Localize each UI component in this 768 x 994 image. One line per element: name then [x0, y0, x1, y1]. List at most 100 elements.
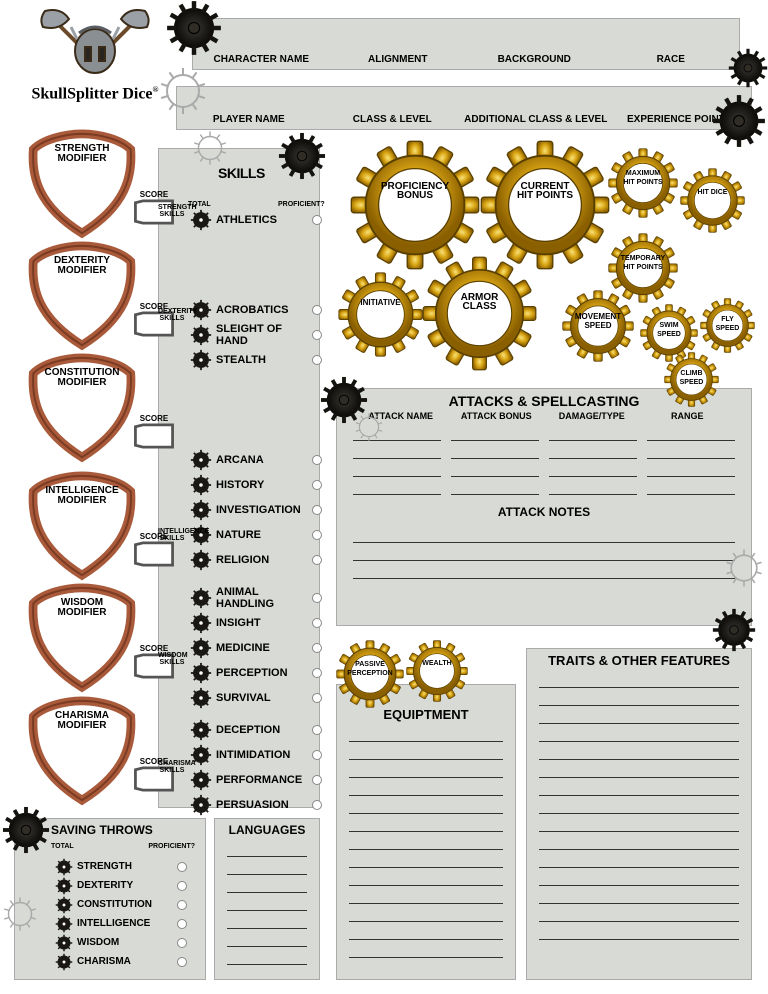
stat-gear: HIT DICE: [680, 168, 745, 233]
stat-gear-label: MOVEMENTSPEED: [562, 312, 634, 330]
saving-name: WISDOM: [77, 937, 167, 948]
proficient-checkbox[interactable]: [177, 862, 187, 872]
saving-row: DEXTERITY: [55, 876, 205, 895]
proficient-checkbox[interactable]: [312, 330, 322, 340]
write-line[interactable]: [227, 839, 307, 857]
proficient-checkbox[interactable]: [312, 530, 322, 540]
stat-gear-label: ARMORCLASS: [422, 293, 537, 311]
skill-row: STEALTH: [190, 350, 322, 370]
proficient-checkbox[interactable]: [312, 593, 322, 603]
write-line[interactable]: [227, 893, 307, 911]
stat-gear: ARMORCLASS: [422, 256, 537, 371]
score-box-icon: [132, 423, 176, 449]
write-line[interactable]: [227, 857, 307, 875]
gear-small-icon: [55, 953, 73, 971]
write-line[interactable]: [539, 688, 739, 706]
write-line[interactable]: [349, 868, 503, 886]
stat-gear-label: HIT DICE: [680, 188, 745, 197]
write-line[interactable]: [349, 904, 503, 922]
proficient-checkbox[interactable]: [177, 900, 187, 910]
proficient-checkbox[interactable]: [312, 800, 322, 810]
write-line[interactable]: [539, 832, 739, 850]
write-line[interactable]: [227, 911, 307, 929]
axe-helmet-icon: [35, 5, 155, 80]
equipment-panel: EQUIPTMENT: [336, 684, 516, 980]
attack-col-header: DAMAGE/TYPE: [544, 411, 640, 421]
ability-shield: CHARISMAMODIFIER SCORE: [22, 695, 142, 805]
skill-name: PERSUASION: [216, 799, 312, 811]
proficient-checkbox[interactable]: [312, 505, 322, 515]
write-line[interactable]: [227, 875, 307, 893]
write-line[interactable]: [349, 778, 503, 796]
proficient-checkbox[interactable]: [312, 355, 322, 365]
gear-deco-icon: [728, 48, 768, 88]
write-line[interactable]: [349, 886, 503, 904]
write-line[interactable]: [539, 814, 739, 832]
write-line[interactable]: [539, 922, 739, 940]
header-field-label: BACKGROUND: [466, 54, 603, 65]
proficient-checkbox[interactable]: [312, 215, 322, 225]
attack-notes-title: ATTACK NOTES: [337, 505, 751, 519]
proficient-checkbox[interactable]: [312, 643, 322, 653]
write-line[interactable]: [539, 670, 739, 688]
proficient-checkbox[interactable]: [312, 555, 322, 565]
score-tag: SCORE: [132, 414, 176, 449]
saving-row: WISDOM: [55, 933, 205, 952]
ability-shield: CONSTITUTIONMODIFIER SCORE: [22, 352, 142, 462]
proficient-checkbox[interactable]: [312, 305, 322, 315]
write-line[interactable]: [539, 886, 739, 904]
proficient-checkbox[interactable]: [312, 775, 322, 785]
write-line[interactable]: [539, 904, 739, 922]
header-field-label: ALIGNMENT: [330, 54, 467, 65]
proficient-checkbox[interactable]: [312, 750, 322, 760]
proficient-checkbox[interactable]: [312, 480, 322, 490]
stat-gear: WEALTH: [406, 640, 468, 702]
gear-small-icon: [190, 612, 212, 634]
proficient-checkbox[interactable]: [177, 938, 187, 948]
attack-row[interactable]: [337, 465, 751, 477]
write-line[interactable]: [539, 868, 739, 886]
write-line[interactable]: [349, 742, 503, 760]
gear-small-icon: [190, 687, 212, 709]
write-line[interactable]: [349, 796, 503, 814]
proficient-checkbox[interactable]: [312, 455, 322, 465]
skill-row: SURVIVAL: [190, 688, 322, 708]
attack-row[interactable]: [337, 483, 751, 495]
write-line[interactable]: [539, 760, 739, 778]
header-field-label: CLASS & LEVEL: [321, 114, 465, 125]
write-line[interactable]: [539, 742, 739, 760]
proficient-checkbox[interactable]: [312, 618, 322, 628]
write-line[interactable]: [349, 850, 503, 868]
attack-row[interactable]: [337, 447, 751, 459]
proficient-checkbox[interactable]: [177, 957, 187, 967]
write-line[interactable]: [349, 814, 503, 832]
attack-row[interactable]: [337, 429, 751, 441]
gear-small-icon: [190, 499, 212, 521]
write-line[interactable]: [349, 760, 503, 778]
proficient-checkbox[interactable]: [312, 693, 322, 703]
skill-row: PERFORMANCE: [190, 770, 322, 790]
write-line[interactable]: [227, 947, 307, 965]
proficient-checkbox[interactable]: [312, 668, 322, 678]
skill-row: RELIGION: [190, 550, 322, 570]
write-line[interactable]: [349, 724, 503, 742]
saving-name: DEXTERITY: [77, 880, 167, 891]
brand-text: SkullSplitter Dice: [31, 85, 152, 102]
saving-total-label: TOTAL: [51, 843, 74, 850]
gear-small-icon: [190, 449, 212, 471]
write-line[interactable]: [539, 706, 739, 724]
write-line[interactable]: [539, 778, 739, 796]
write-line[interactable]: [349, 940, 503, 958]
write-line[interactable]: [349, 922, 503, 940]
proficient-checkbox[interactable]: [177, 919, 187, 929]
proficient-checkbox[interactable]: [177, 881, 187, 891]
saving-row: CONSTITUTION: [55, 895, 205, 914]
write-line[interactable]: [349, 832, 503, 850]
write-line[interactable]: [227, 929, 307, 947]
skill-row: ANIMAL HANDLING: [190, 588, 322, 608]
proficient-checkbox[interactable]: [312, 725, 322, 735]
write-line[interactable]: [539, 724, 739, 742]
stat-gear: CURRENTHIT POINTS: [480, 140, 610, 270]
write-line[interactable]: [539, 796, 739, 814]
write-line[interactable]: [539, 850, 739, 868]
